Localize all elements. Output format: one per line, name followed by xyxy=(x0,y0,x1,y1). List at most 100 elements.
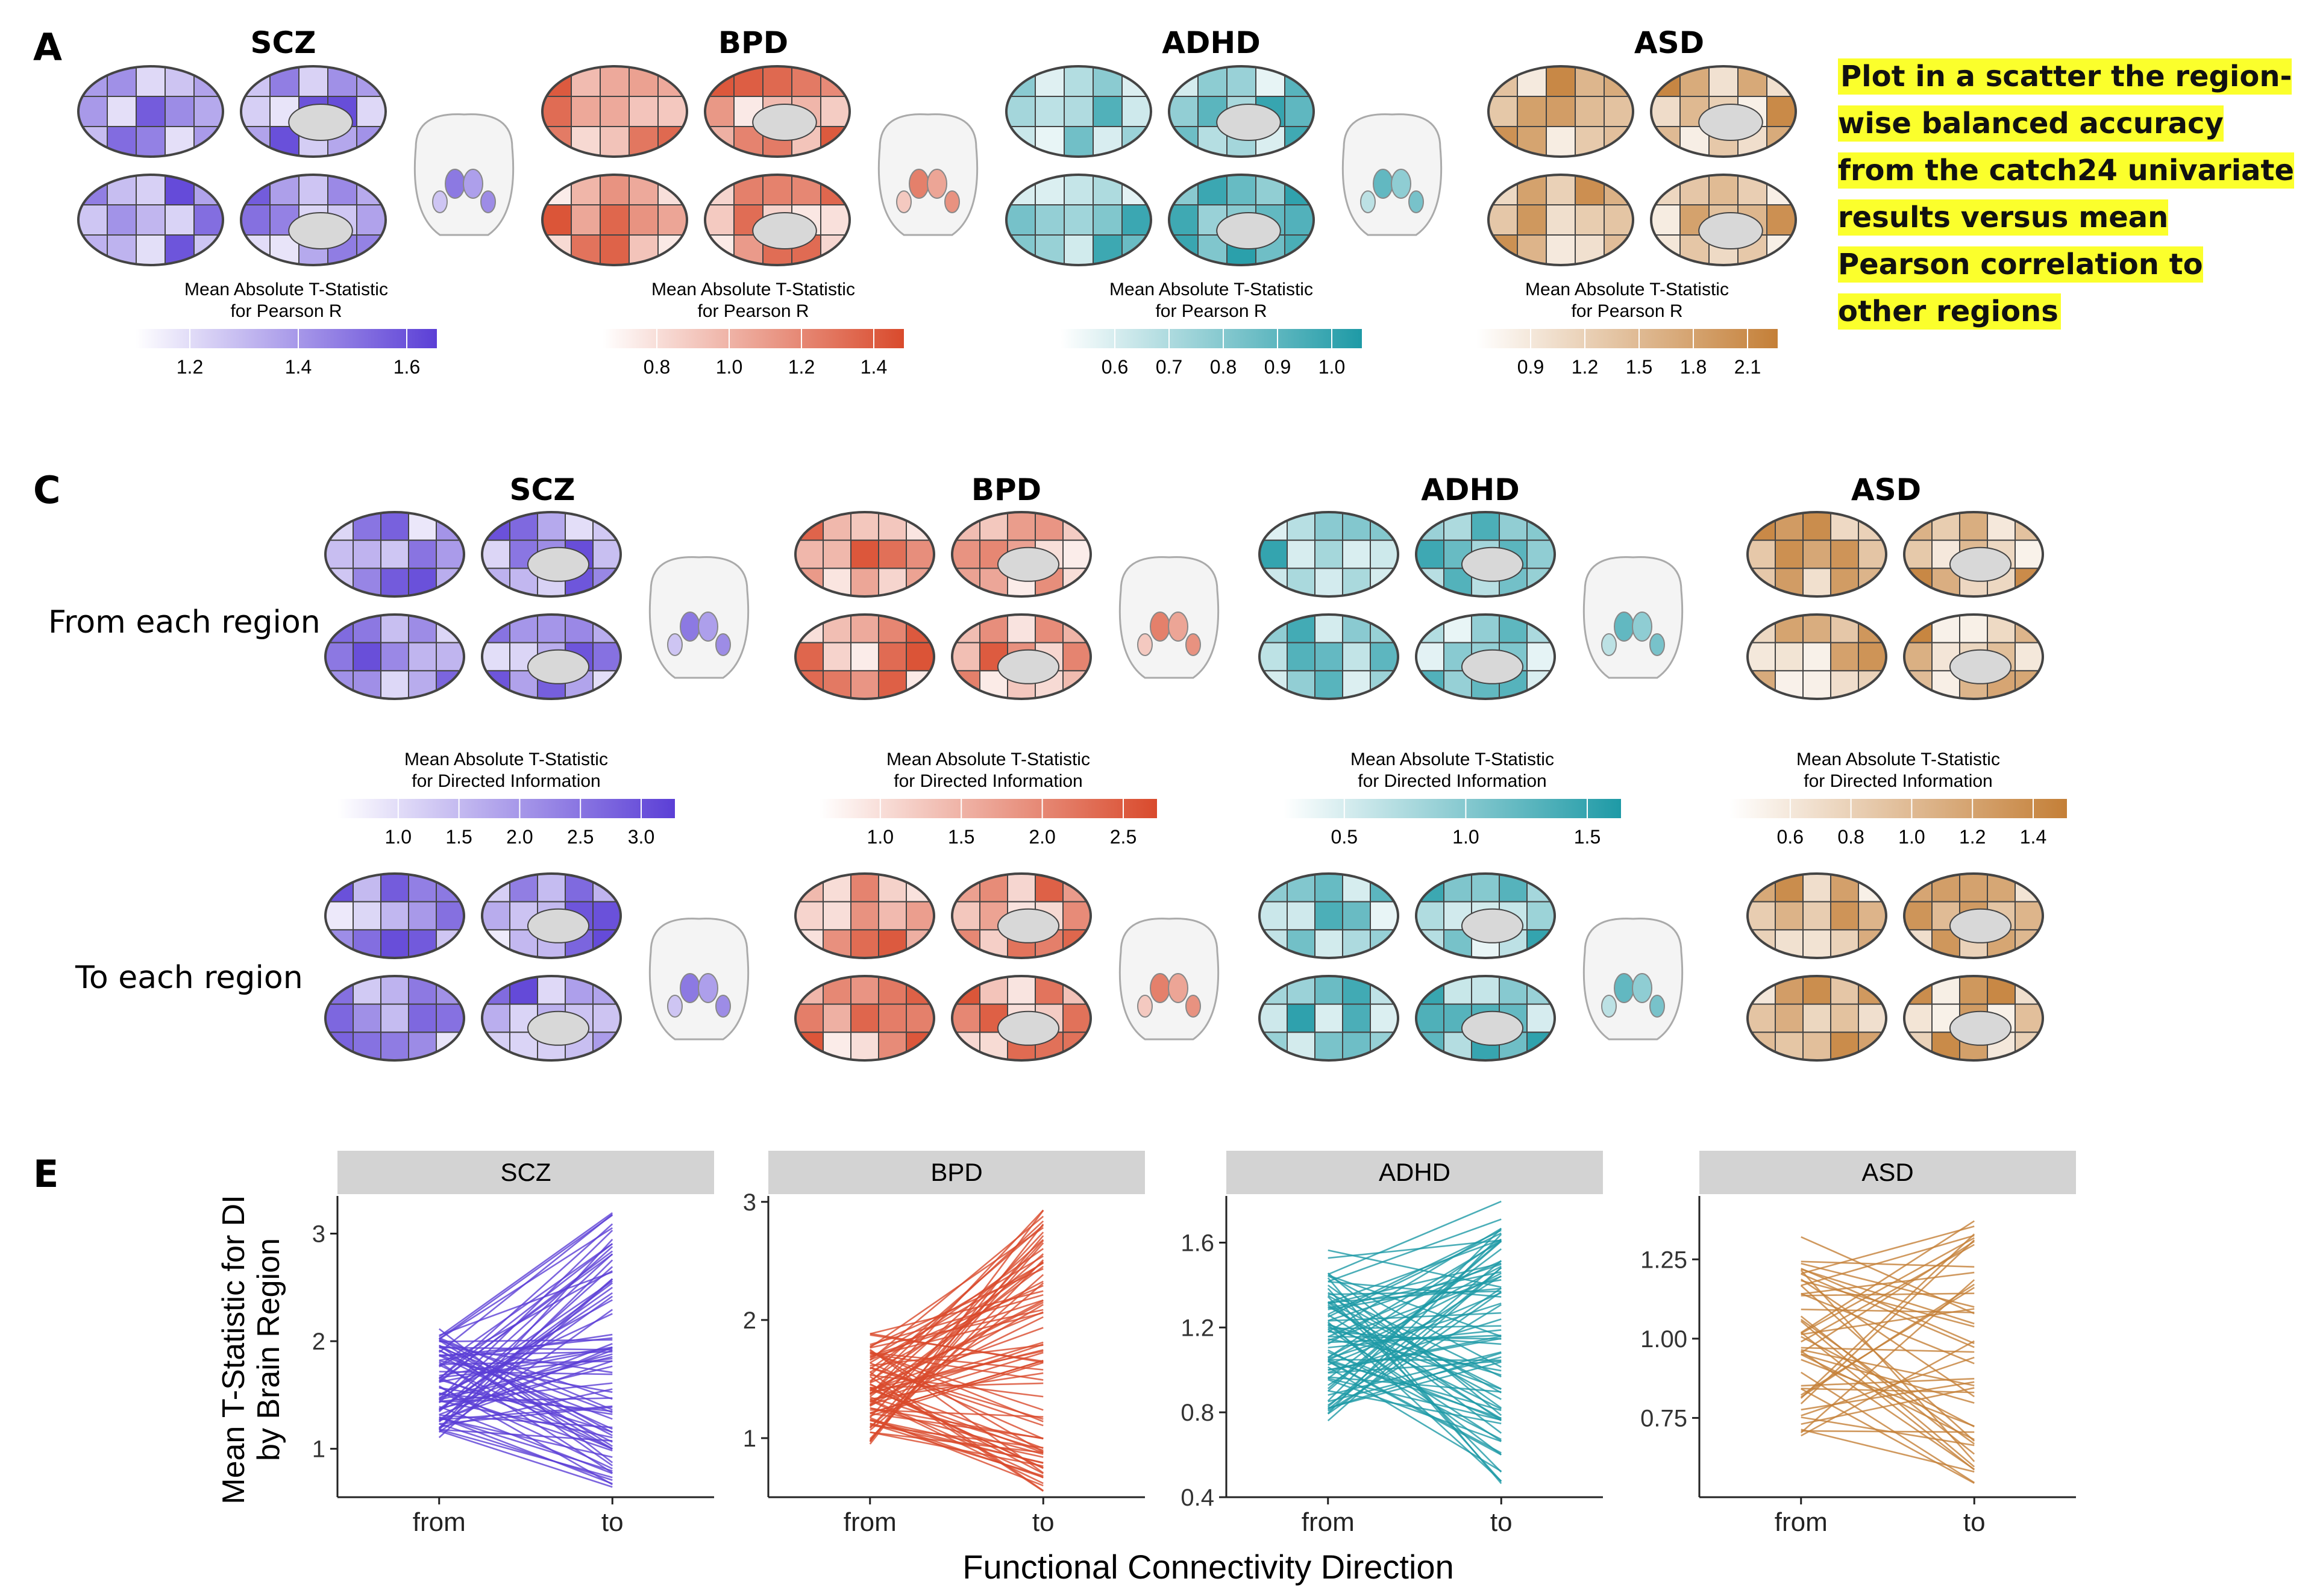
facet-scz-region-line xyxy=(439,1345,613,1374)
facet-bpd-region-line xyxy=(870,1280,1044,1373)
panel-c-from-scz-lateral-right xyxy=(324,613,465,700)
panel-c-legend-asd-tick: 0.6 xyxy=(1777,826,1804,848)
medial-wall xyxy=(1949,908,2012,944)
panel-a-legend-bpd-tick: 1.0 xyxy=(716,356,742,378)
panel-a-legend-adhd-tick: 0.8 xyxy=(1210,356,1237,378)
facet-bpd-region-line xyxy=(869,1259,1044,1440)
panel-a-adhd-lateral-right xyxy=(1005,174,1152,266)
panel-a-legend-asd-tick: 0.9 xyxy=(1517,356,1544,378)
medial-wall xyxy=(1949,649,2012,684)
medial-wall xyxy=(997,546,1060,582)
facet-bpd-region-line xyxy=(870,1383,1044,1474)
facet-asd-region-line xyxy=(1801,1371,1975,1483)
facet-bpd-region-line xyxy=(870,1262,1044,1382)
facet-adhd-region-line xyxy=(1328,1292,1502,1378)
note-text: Plot in a scatter the region-wise balanc… xyxy=(1838,58,2295,330)
facet-asd-region-line xyxy=(1800,1320,1975,1468)
facet-scz-region-line xyxy=(439,1346,613,1422)
panel-a-legend-scz-colorbar xyxy=(136,329,437,348)
panel-c-legend-bpd-label-line1: Mean Absolute T-Statistic xyxy=(886,749,1090,769)
facet-asd-region-line xyxy=(1801,1268,1975,1345)
facet-bpd-region-line xyxy=(870,1386,1044,1469)
panel-a-adhd-medial-right xyxy=(1168,174,1315,266)
facet-adhd-region-line xyxy=(1327,1301,1502,1434)
panel-a-legend-asd-colorbar xyxy=(1476,329,1778,348)
panel-a-bpd-coronal xyxy=(877,113,979,236)
facet-scz-region-line xyxy=(438,1214,613,1340)
medial-wall xyxy=(752,212,817,249)
panel-c-title-bpd: BPD xyxy=(971,472,1041,507)
facet-asd-region-line xyxy=(1801,1220,1975,1333)
panel-c-legend-adhd-colorbar xyxy=(1284,799,1621,818)
facet-scz-region-line xyxy=(439,1361,613,1474)
facet-scz-region-line xyxy=(439,1360,613,1421)
panel-a-title-bpd: BPD xyxy=(718,25,788,60)
panel-c-from-bpd-medial-left xyxy=(951,511,1092,598)
panel-c-legend-bpd-colorbar xyxy=(820,799,1157,818)
facet-adhd-x-tick: from xyxy=(1302,1507,1355,1537)
facet-bpd-strip xyxy=(768,1151,1145,1194)
panel-a-legend-bpd-label-line2: for Pearson R xyxy=(697,301,809,321)
medial-wall xyxy=(1216,212,1281,249)
panel-a-legend-scz-label-line2: for Pearson R xyxy=(230,301,342,321)
panel-c-from-adhd-medial-left xyxy=(1415,511,1556,598)
brain-maps xyxy=(77,65,2044,1062)
facet-adhd-region-line xyxy=(1328,1232,1502,1318)
panel-a-adhd-medial-left xyxy=(1168,65,1315,158)
panel-a-scz-lateral-left xyxy=(77,65,224,158)
facet-asd-region-line xyxy=(1800,1269,1975,1462)
facet-scz-x-tick: to xyxy=(601,1507,624,1537)
panel-c-legend-scz-tick: 2.5 xyxy=(567,826,594,848)
panel-a-legend-asd-label-line1: Mean Absolute T-Statistic xyxy=(1525,280,1729,299)
facet-asd-strip xyxy=(1699,1151,2076,1194)
facet-adhd-region-line xyxy=(1328,1318,1502,1374)
panel-c-legend-scz-colorbar xyxy=(337,799,675,818)
facet-bpd-region-line xyxy=(870,1399,1044,1485)
facet-scz-region-line xyxy=(438,1309,613,1433)
panel-c-legend-asd-tick: 1.0 xyxy=(1898,826,1925,848)
facet-asd-region-line xyxy=(1801,1292,1975,1297)
medial-wall xyxy=(752,104,817,141)
facet-adhd-region-line xyxy=(1328,1288,1502,1304)
panel-c-to-asd-medial-left xyxy=(1903,872,2044,959)
facet-scz-region-line xyxy=(438,1259,613,1430)
medial-wall xyxy=(1461,546,1524,582)
row-label-to: To each region xyxy=(75,960,303,996)
facet-adhd-region-line xyxy=(1328,1360,1502,1456)
panel-c-to-bpd-lateral-left xyxy=(794,872,935,959)
panel-c-to-bpd-medial-right xyxy=(951,975,1092,1062)
facet-asd-region-line xyxy=(1801,1340,1975,1437)
panel-a-bpd-medial-left xyxy=(704,65,851,158)
panel-c-legend-scz-tick: 1.5 xyxy=(445,826,472,848)
panel-a-asd-medial-right xyxy=(1650,174,1797,266)
facet-scz-region-line xyxy=(439,1393,613,1412)
facet-adhd-region-line xyxy=(1328,1351,1502,1396)
facet-scz-region-line xyxy=(439,1271,613,1336)
panel-c-from-asd-medial-right xyxy=(1903,613,2044,700)
panel-a-legend-adhd-label-line2: for Pearson R xyxy=(1155,301,1267,321)
facet-adhd-region-line xyxy=(1328,1271,1502,1309)
medial-wall xyxy=(1216,104,1281,141)
facet-asd-region-line xyxy=(1801,1353,1975,1441)
facet-bpd-region-line xyxy=(870,1407,1044,1455)
panel-c-legend-bpd-label-line2: for Directed Information xyxy=(894,771,1082,791)
colorbar-legends: Mean Absolute T-Statistic for Pearson R 1.… xyxy=(136,280,2067,848)
panel-c-legend-bpd-tick: 2.5 xyxy=(1110,826,1137,848)
panel-c-legend-asd-tick: 0.8 xyxy=(1837,826,1864,848)
facet-bpd-region-line xyxy=(870,1333,1044,1363)
facet-scz-region-line xyxy=(439,1430,613,1488)
panel-c-from-asd-lateral-left xyxy=(1746,511,1887,598)
facet-asd-region-line xyxy=(1801,1286,1975,1396)
medial-wall xyxy=(288,212,353,249)
facet-asd-strip-label: ASD xyxy=(1861,1158,1913,1186)
facet-asd-region-line xyxy=(1801,1271,1975,1295)
medial-wall xyxy=(527,908,590,944)
facet-adhd-region-line xyxy=(1327,1260,1502,1407)
panel-a-bpd-lateral-right xyxy=(541,174,688,266)
medial-wall xyxy=(997,1010,1060,1046)
medial-wall xyxy=(1949,1010,2012,1046)
facet-asd-region-line xyxy=(1801,1387,1975,1425)
panel-a-legend-adhd-label-line1: Mean Absolute T-Statistic xyxy=(1109,280,1313,299)
facet-asd-y-tick: 1.00 xyxy=(1640,1326,1687,1353)
facet-adhd-region-line xyxy=(1328,1200,1502,1275)
